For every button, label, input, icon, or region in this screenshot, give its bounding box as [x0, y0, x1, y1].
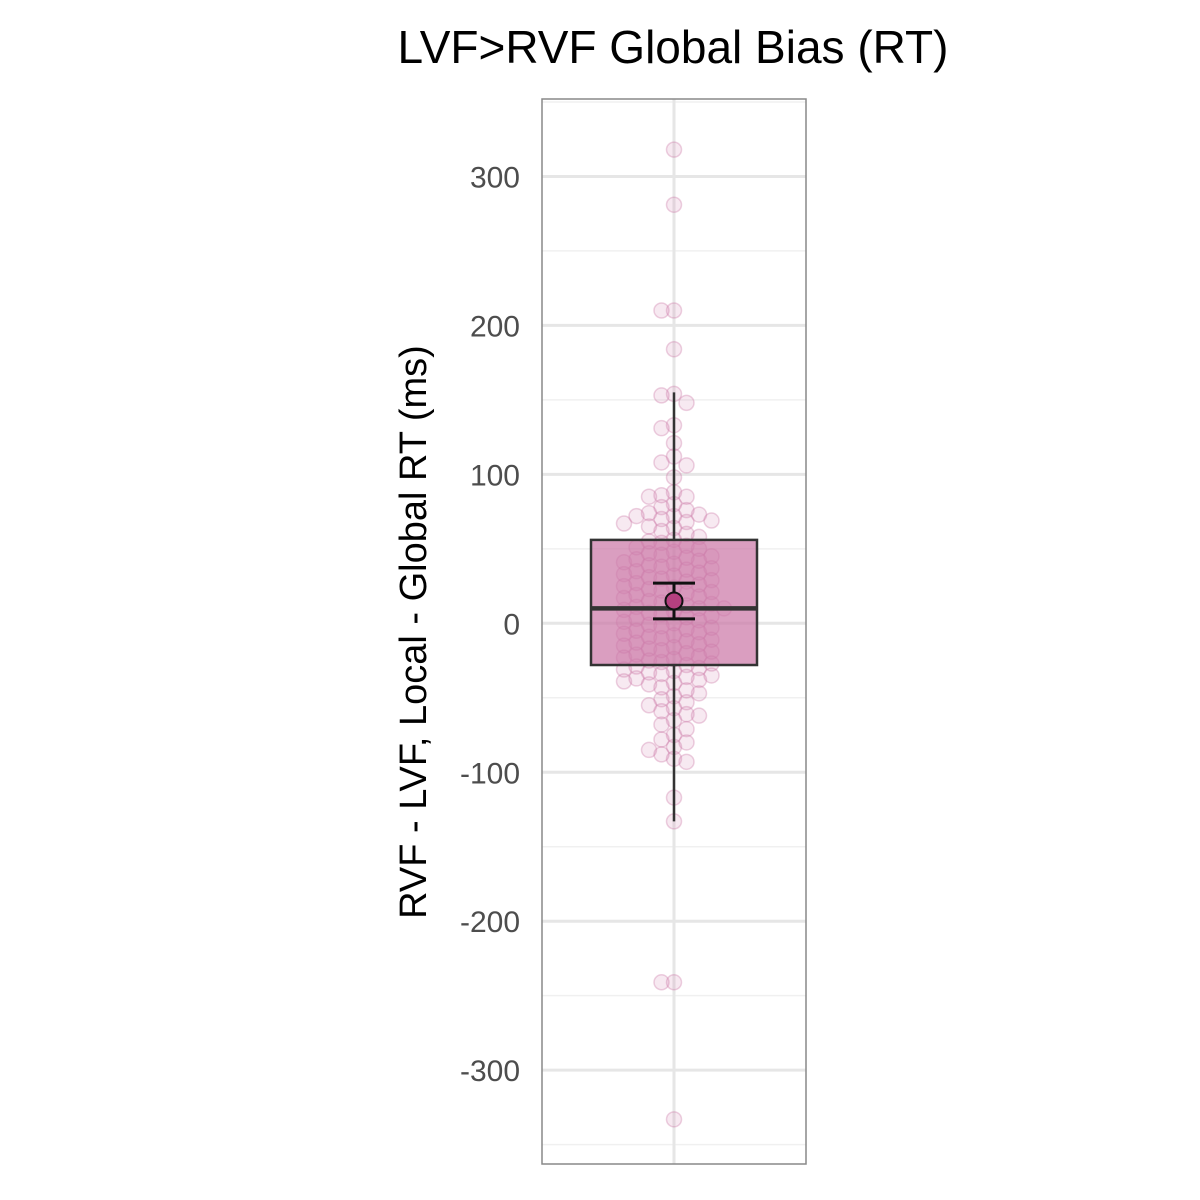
- data-point: [678, 394, 695, 412]
- data-point: [615, 515, 633, 532]
- data-point: [653, 419, 670, 437]
- data-point: [653, 522, 670, 540]
- data-point: [640, 488, 658, 505]
- data-point: [665, 302, 683, 319]
- box-plot: [589, 392, 759, 822]
- data-point: [653, 665, 670, 683]
- y-tick-label: -200: [460, 906, 520, 939]
- data-point: [678, 668, 695, 686]
- data-point: [678, 734, 695, 751]
- chart-title: LVF>RVF Global Bias (RT): [398, 21, 949, 73]
- data-point: [653, 679, 670, 696]
- y-tick-label: -100: [460, 757, 520, 790]
- data-point: [653, 302, 670, 319]
- data-point: [640, 504, 658, 522]
- data-point: [653, 510, 670, 528]
- data-point: [640, 676, 658, 693]
- data-point: [653, 387, 670, 404]
- data-point: [653, 974, 670, 991]
- y-tick-label: 0: [503, 608, 520, 641]
- y-axis-label: RVF - LVF, Local - Global RT (ms): [393, 345, 435, 919]
- data-point: [640, 518, 658, 535]
- y-axis-ticks: 300 200 100 0 -100 -200 -300: [460, 161, 520, 1088]
- data-point: [665, 196, 683, 214]
- data-point: [653, 691, 670, 708]
- data-point: [653, 454, 670, 471]
- mean-point: [664, 591, 684, 611]
- y-tick-label: -300: [460, 1055, 520, 1088]
- data-point: [703, 667, 720, 684]
- data-point: [690, 707, 708, 724]
- data-point: [690, 506, 708, 523]
- data-point: [640, 696, 658, 714]
- y-tick-label: 300: [470, 161, 520, 194]
- data-point: [678, 753, 695, 771]
- data-point: [678, 488, 695, 505]
- data-point: [678, 694, 695, 711]
- data-point: [690, 671, 708, 689]
- data-point: [653, 746, 670, 763]
- data-point: [678, 720, 695, 738]
- data-point: [665, 974, 683, 991]
- data-point: [653, 486, 670, 504]
- data-point: [653, 702, 670, 720]
- data-point: [678, 501, 695, 519]
- y-tick-label: 100: [470, 459, 520, 492]
- data-point: [703, 512, 720, 529]
- data-point: [628, 670, 645, 687]
- data-point: [665, 1111, 683, 1128]
- data-point: [690, 685, 708, 702]
- data-point: [653, 498, 670, 516]
- y-tick-label: 200: [470, 310, 520, 343]
- data-point: [665, 141, 683, 158]
- data-point: [678, 682, 695, 699]
- data-point: [615, 673, 633, 690]
- data-point: [665, 340, 683, 358]
- data-point: [678, 513, 695, 531]
- data-point: [653, 716, 670, 733]
- data-point: [678, 705, 695, 723]
- data-point: [640, 741, 658, 759]
- data-point: [678, 457, 695, 474]
- panel-border: [541, 98, 807, 1165]
- data-point: [653, 731, 670, 748]
- data-point: [628, 507, 645, 525]
